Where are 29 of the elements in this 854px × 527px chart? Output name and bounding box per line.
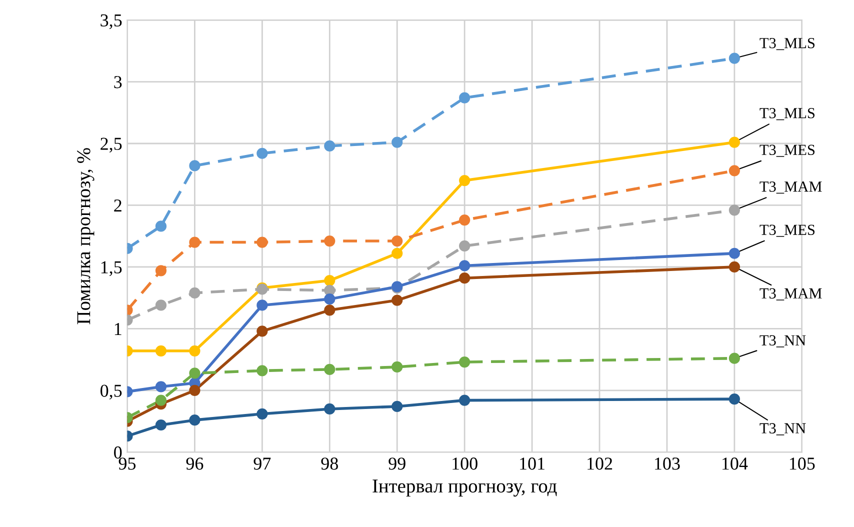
x-tick-label: 101 <box>520 458 544 470</box>
x-tick-label: 102 <box>588 458 612 470</box>
x-tick-label: 96 <box>186 458 204 470</box>
y-tick-label: 0,5 <box>100 384 122 400</box>
y-tick-label: 1 <box>114 323 122 335</box>
x-tick-label: 97 <box>254 458 271 470</box>
y-tick-label: 2,5 <box>100 138 122 153</box>
series-label: T3_MLS <box>760 38 815 50</box>
x-axis-title: Інтервал прогнозу, год <box>372 480 557 497</box>
y-axis-title: Помилка прогнозу, % <box>77 148 94 324</box>
y-tick-label: 1,5 <box>101 261 122 276</box>
series-label: T3_NN <box>760 423 806 436</box>
series-label: T3_MES <box>760 224 815 237</box>
x-tick-label: 95 <box>118 458 136 470</box>
series-label: T3_MAM <box>760 182 822 194</box>
y-tick-label: 3,5 <box>100 14 122 30</box>
series-label: T3_MES <box>760 144 815 157</box>
x-tick-label: 103 <box>655 458 680 470</box>
y-tick-label: 0 <box>114 446 122 459</box>
x-tick-label: 100 <box>452 458 478 470</box>
x-tick-label: 105 <box>790 458 815 470</box>
y-tick-label: 3 <box>114 76 122 88</box>
x-tick-label: 98 <box>321 458 338 470</box>
x-tick-label: 99 <box>388 458 406 470</box>
series-label: T3_MAM <box>760 288 822 300</box>
x-tick-label: 104 <box>722 458 748 470</box>
y-tick-label: 2 <box>114 200 122 212</box>
series-label: T3_MLS <box>760 108 815 120</box>
series-label: T3_NN <box>760 335 806 348</box>
